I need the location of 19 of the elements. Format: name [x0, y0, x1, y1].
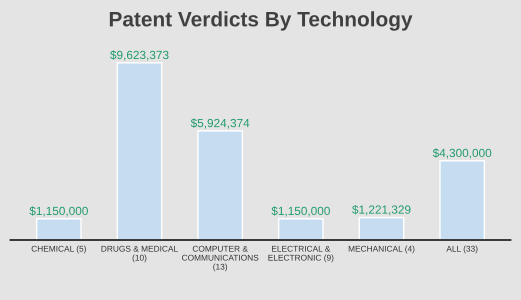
bar — [116, 62, 162, 240]
data-label: $5,924,374 — [190, 118, 250, 129]
data-label: $1,221,329 — [352, 204, 410, 216]
chart-title: Patent Verdicts By Technology — [110, 11, 412, 31]
x-tick-label: ALL (33) — [446, 246, 478, 254]
data-label: $1,150,000 — [271, 206, 330, 217]
data-label: $1,150,000 — [29, 206, 88, 217]
data-label: $4,300,000 — [432, 148, 492, 159]
bar — [439, 160, 486, 240]
bar — [197, 130, 244, 240]
x-tick-label: COMPUTER & COMMUNICATIONS (13) — [182, 246, 258, 272]
x-tick-label: MECHANICAL (4) — [348, 246, 414, 254]
bar — [36, 218, 82, 240]
bar — [358, 216, 404, 240]
x-tick-label: CHEMICAL (5) — [32, 246, 86, 254]
bar — [278, 218, 324, 240]
data-label: $9,623,373 — [110, 50, 169, 61]
x-tick-label: ELECTRICAL & ELECTRONIC (9) — [268, 246, 334, 262]
x-tick-label: DRUGS & MEDICAL (10) — [102, 246, 178, 262]
